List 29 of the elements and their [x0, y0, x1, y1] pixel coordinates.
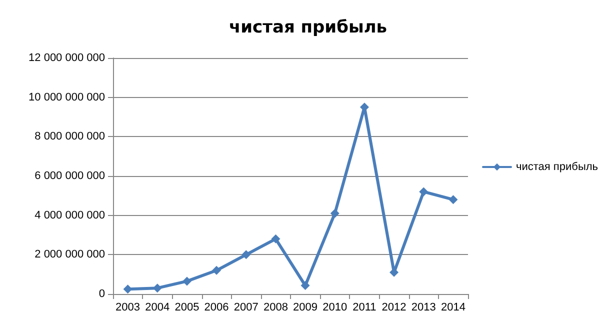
point [182, 276, 192, 286]
x-tick-label: 2007 [234, 302, 258, 314]
y-tick-label: 4 000 000 000 [34, 209, 105, 222]
point [419, 187, 428, 196]
point [448, 195, 458, 204]
chart-title: чистая прибыль [228, 18, 388, 38]
x-tick-label: 2005 [174, 302, 200, 314]
point [330, 208, 340, 218]
x-tick-label: 2004 [145, 302, 170, 314]
x-tick-label: 2011 [352, 302, 376, 314]
x-tick-label: 2008 [263, 302, 288, 314]
x-tick-label: 2012 [382, 302, 406, 314]
y-tick-label: 12 000 000 000 [28, 52, 105, 64]
y-tick-label: 6 000 000 000 [34, 170, 105, 182]
point [300, 281, 310, 290]
x-tick-label: 2010 [322, 302, 348, 314]
x-tick-label: 2006 [204, 302, 229, 314]
x-tick-label: 2009 [293, 302, 318, 314]
y-tick-label: 2 000 000 000 [34, 248, 105, 261]
y-tick-label: 0 [98, 288, 105, 300]
y-tick-label: 8 000 000 000 [34, 130, 105, 143]
point [242, 250, 251, 260]
x-tick-label: 2003 [116, 302, 140, 314]
y-tick-label: 10 000 000 000 [28, 91, 105, 104]
x-tick-label: 2014 [440, 302, 466, 314]
point [271, 234, 280, 244]
point [212, 266, 222, 275]
legend-label: чистая прибыль [516, 161, 598, 173]
x-tick-label: 2013 [411, 302, 436, 314]
